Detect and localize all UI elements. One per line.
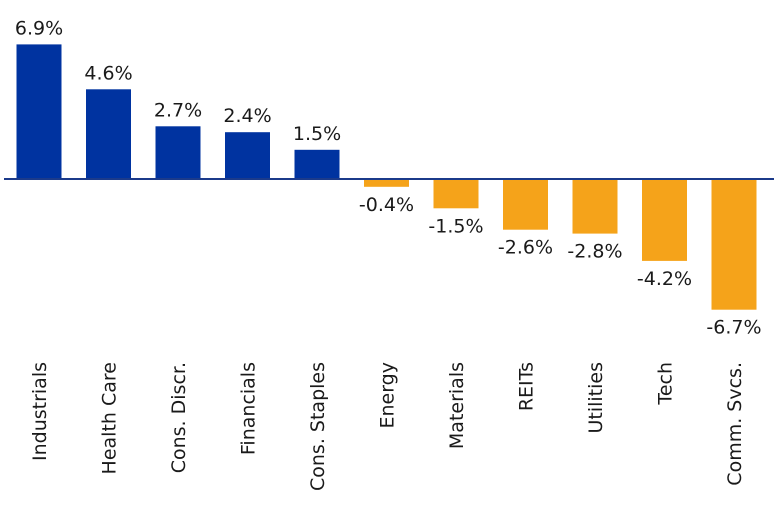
category-labels-group: Industrials Health Care Cons. Discr. Financ… — [29, 362, 746, 491]
bar-energy — [364, 179, 409, 187]
category-label: Cons. Staples — [307, 362, 329, 491]
category-label: Cons. Discr. — [168, 362, 190, 473]
bar-utilities — [572, 179, 618, 234]
bar-tech — [642, 179, 687, 261]
category-label: Tech — [655, 362, 677, 406]
bar-financials — [225, 132, 270, 179]
value-labels-group: 6.9% 4.6% 2.7% 2.4% 1.5% -0.4% -1.5% -2.6% -2.8%… — [15, 17, 762, 338]
value-label: 1.5% — [293, 123, 341, 145]
category-label: Utilities — [585, 362, 607, 434]
bar-cons-discr — [155, 126, 201, 179]
bar-materials — [433, 179, 479, 209]
value-label: -2.8% — [567, 241, 622, 263]
value-label: -0.4% — [359, 194, 414, 216]
category-label: Materials — [446, 362, 468, 449]
category-label: Industrials — [29, 362, 51, 461]
bars-group — [16, 44, 757, 310]
category-label: Comm. Svcs. — [724, 362, 746, 486]
value-label: -6.7% — [706, 317, 761, 339]
bar-industrials — [16, 44, 62, 180]
value-label: 2.7% — [154, 99, 202, 121]
category-label: Health Care — [99, 362, 121, 474]
value-label: -2.6% — [498, 237, 553, 259]
value-label: 4.6% — [84, 62, 132, 84]
category-label: REITs — [516, 362, 538, 411]
bar-comm-svcs — [711, 179, 757, 310]
category-label: Financials — [238, 362, 260, 455]
bar-reits — [503, 179, 548, 230]
category-label: Energy — [377, 362, 399, 429]
value-label: 2.4% — [223, 105, 271, 127]
value-label: -4.2% — [637, 268, 692, 290]
bar-health-care — [86, 89, 131, 179]
value-label: 6.9% — [15, 17, 63, 39]
value-label: -1.5% — [428, 215, 483, 237]
bar-cons-staples — [294, 149, 340, 180]
